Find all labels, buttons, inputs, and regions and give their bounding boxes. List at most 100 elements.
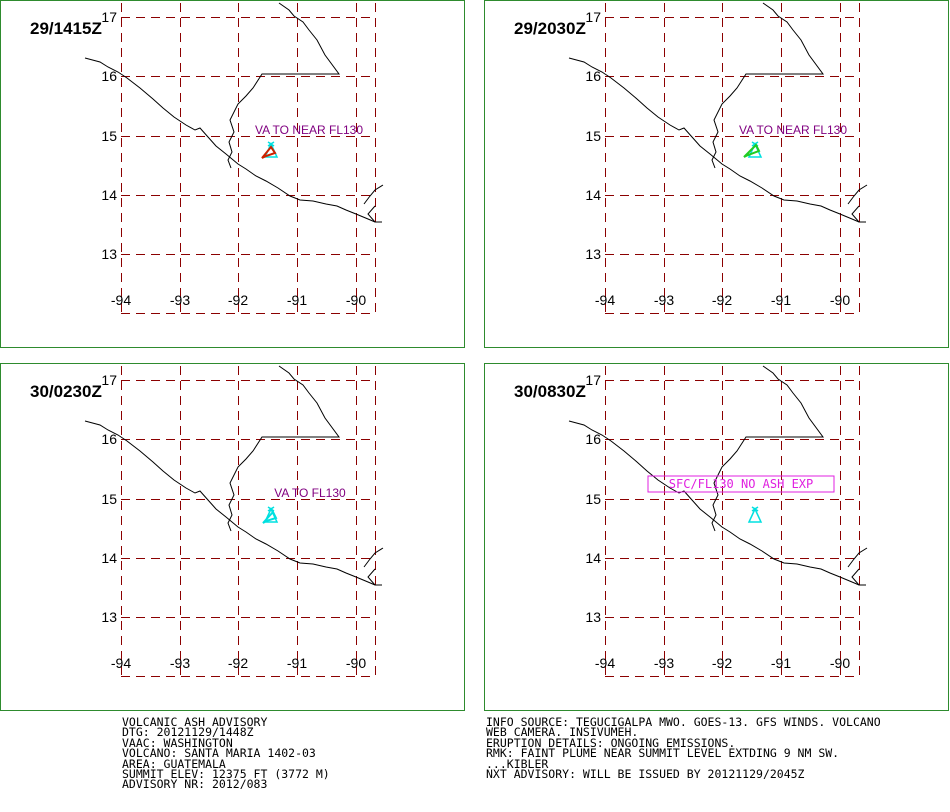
lon-tick-label: -92 <box>712 292 732 308</box>
advisory-line: ERUPTION DETAILS: ONGOING EMISSIONS. <box>486 735 736 750</box>
lat-lon-grid <box>605 3 860 314</box>
advisory-line: NXT ADVISORY: WILL BE ISSUED BY 20121129… <box>486 766 805 781</box>
no-ash-label: SFC/FL130 NO ASH EXP <box>669 477 814 491</box>
lon-tick-label: -90 <box>830 655 850 671</box>
map-panel-2: 17 16 15 14 13 -94 -93 -92 -91 -90 29/2030Z VA TO N… <box>484 0 949 348</box>
map-svg: 17 16 15 14 13 -94 -93 -92 -91 -90 30/0830Z SFC/FL1… <box>484 363 949 711</box>
lon-tick-label: -91 <box>287 655 307 671</box>
volcanic-ash-label: VA TO NEAR FL130 <box>739 123 847 137</box>
coastline <box>84 57 382 223</box>
lon-tick-label: -92 <box>228 655 248 671</box>
lon-tick-label: -94 <box>595 655 615 671</box>
lat-tick-label: 14 <box>585 187 601 203</box>
lat-tick-label: 15 <box>585 128 601 144</box>
lat-tick-label: 17 <box>101 9 117 25</box>
lat-tick-label: 16 <box>101 431 117 447</box>
panel-frame <box>0 0 465 348</box>
lat-tick-label: 14 <box>585 550 601 566</box>
coastline-east <box>363 184 384 205</box>
advisory-line: VAAC: WASHINGTON <box>122 735 233 750</box>
advisory-details-text: INFO SOURCE: TEGUCIGALPA MWO. GOES-13. G… <box>486 715 881 781</box>
lat-tick-label: 16 <box>101 68 117 84</box>
map-panel-3: 17 16 15 14 13 -94 -93 -92 -91 -90 30/0230Z VA TO F… <box>0 363 465 711</box>
coastline <box>568 420 866 586</box>
lat-tick-label: 13 <box>585 246 601 262</box>
forecast-time-label: 30/0230Z <box>30 382 102 401</box>
lat-tick-label: 17 <box>585 372 601 388</box>
lat-lon-grid <box>121 366 376 677</box>
lon-tick-label: -91 <box>771 292 791 308</box>
lon-tick-label: -92 <box>712 655 732 671</box>
panel-frame <box>484 363 949 711</box>
lat-tick-label: 14 <box>101 187 117 203</box>
coastline-inlet <box>367 568 376 586</box>
lon-tick-label: -90 <box>346 655 366 671</box>
lat-lon-grid <box>605 366 860 677</box>
volcanic-ash-label: VA TO FL130 <box>274 486 346 500</box>
advisory-line: ADVISORY NR: 2012/083 <box>122 777 268 792</box>
lat-tick-label: 13 <box>585 609 601 625</box>
advisory-header-text: VOLCANIC ASH ADVISORY DTG: 20121129/1448Z… <box>122 715 330 792</box>
lon-tick-label: -94 <box>111 292 131 308</box>
coastline <box>84 420 382 586</box>
map-svg: 17 16 15 14 13 -94 -93 -92 -91 -90 29/1415Z VA TO N… <box>0 0 465 348</box>
country-border <box>711 2 824 169</box>
map-panel-1: 17 16 15 14 13 -94 -93 -92 -91 -90 29/1415Z VA TO N… <box>0 0 465 348</box>
lon-tick-label: -94 <box>111 655 131 671</box>
lat-tick-label: 15 <box>585 491 601 507</box>
coastline-inlet <box>851 205 860 223</box>
lat-tick-label: 13 <box>101 609 117 625</box>
advisory-line: ...KIBLER <box>486 756 549 771</box>
advisory-line: VOLCANIC ASH ADVISORY <box>122 715 268 729</box>
map-svg: 17 16 15 14 13 -94 -93 -92 -91 -90 30/0230Z VA TO F… <box>0 363 465 711</box>
advisory-line: VOLCANO: SANTA MARIA 1402-03 <box>122 746 316 761</box>
panel-frame <box>0 363 465 711</box>
lon-tick-label: -93 <box>170 655 190 671</box>
lat-tick-label: 15 <box>101 128 117 144</box>
advisory-line: INFO SOURCE: TEGUCIGALPA MWO. GOES-13. G… <box>486 715 881 729</box>
lon-tick-label: -93 <box>654 655 674 671</box>
lat-tick-label: 16 <box>585 68 601 84</box>
coastline-east <box>363 547 384 568</box>
lat-tick-label: 17 <box>101 372 117 388</box>
advisory-line: SUMMIT ELEV: 12375 FT (3772 M) <box>122 766 330 781</box>
forecast-time-label: 29/2030Z <box>514 19 586 38</box>
lon-tick-label: -90 <box>830 292 850 308</box>
panel-frame <box>484 0 949 348</box>
coastline-east <box>847 547 868 568</box>
forecast-time-label: 30/0830Z <box>514 382 586 401</box>
advisory-line: WEB CAMERA. INSIVUMEH. <box>486 725 639 740</box>
ash-cloud-polygon <box>743 143 761 158</box>
lat-tick-label: 16 <box>585 431 601 447</box>
map-svg: 17 16 15 14 13 -94 -93 -92 -91 -90 29/2030Z VA TO N… <box>484 0 949 348</box>
forecast-time-label: 29/1415Z <box>30 19 102 38</box>
no-ash-box <box>647 475 835 493</box>
advisory-line: AREA: GUATEMALA <box>122 756 226 771</box>
coastline-east <box>847 184 868 205</box>
ash-cloud-polygon <box>262 510 278 524</box>
lon-tick-label: -91 <box>287 292 307 308</box>
lon-tick-label: -94 <box>595 292 615 308</box>
lon-tick-label: -90 <box>346 292 366 308</box>
coastline-inlet <box>851 568 860 586</box>
lat-tick-label: 13 <box>101 246 117 262</box>
lat-tick-label: 14 <box>101 550 117 566</box>
ash-cloud-polygon <box>261 145 277 159</box>
lon-tick-label: -93 <box>654 292 674 308</box>
coastline-inlet <box>367 205 376 223</box>
country-border <box>711 365 824 532</box>
volcanic-ash-label: VA TO NEAR FL130 <box>255 123 363 137</box>
coastline <box>568 57 866 223</box>
advisory-line: DTG: 20121129/1448Z <box>122 725 254 740</box>
lon-tick-label: -92 <box>228 292 248 308</box>
lon-tick-label: -91 <box>771 655 791 671</box>
country-border <box>227 2 340 169</box>
lat-tick-label: 15 <box>101 491 117 507</box>
advisory-line: RMK: FAINT PLUME NEAR SUMMIT LEVEL EXTDI… <box>486 746 840 761</box>
lat-lon-grid <box>121 3 376 314</box>
volcano-icon <box>747 506 763 523</box>
map-panel-4: 17 16 15 14 13 -94 -93 -92 -91 -90 30/0830Z SFC/FL1… <box>484 363 949 711</box>
lon-tick-label: -93 <box>170 292 190 308</box>
lat-tick-label: 17 <box>585 9 601 25</box>
country-border <box>227 365 340 532</box>
